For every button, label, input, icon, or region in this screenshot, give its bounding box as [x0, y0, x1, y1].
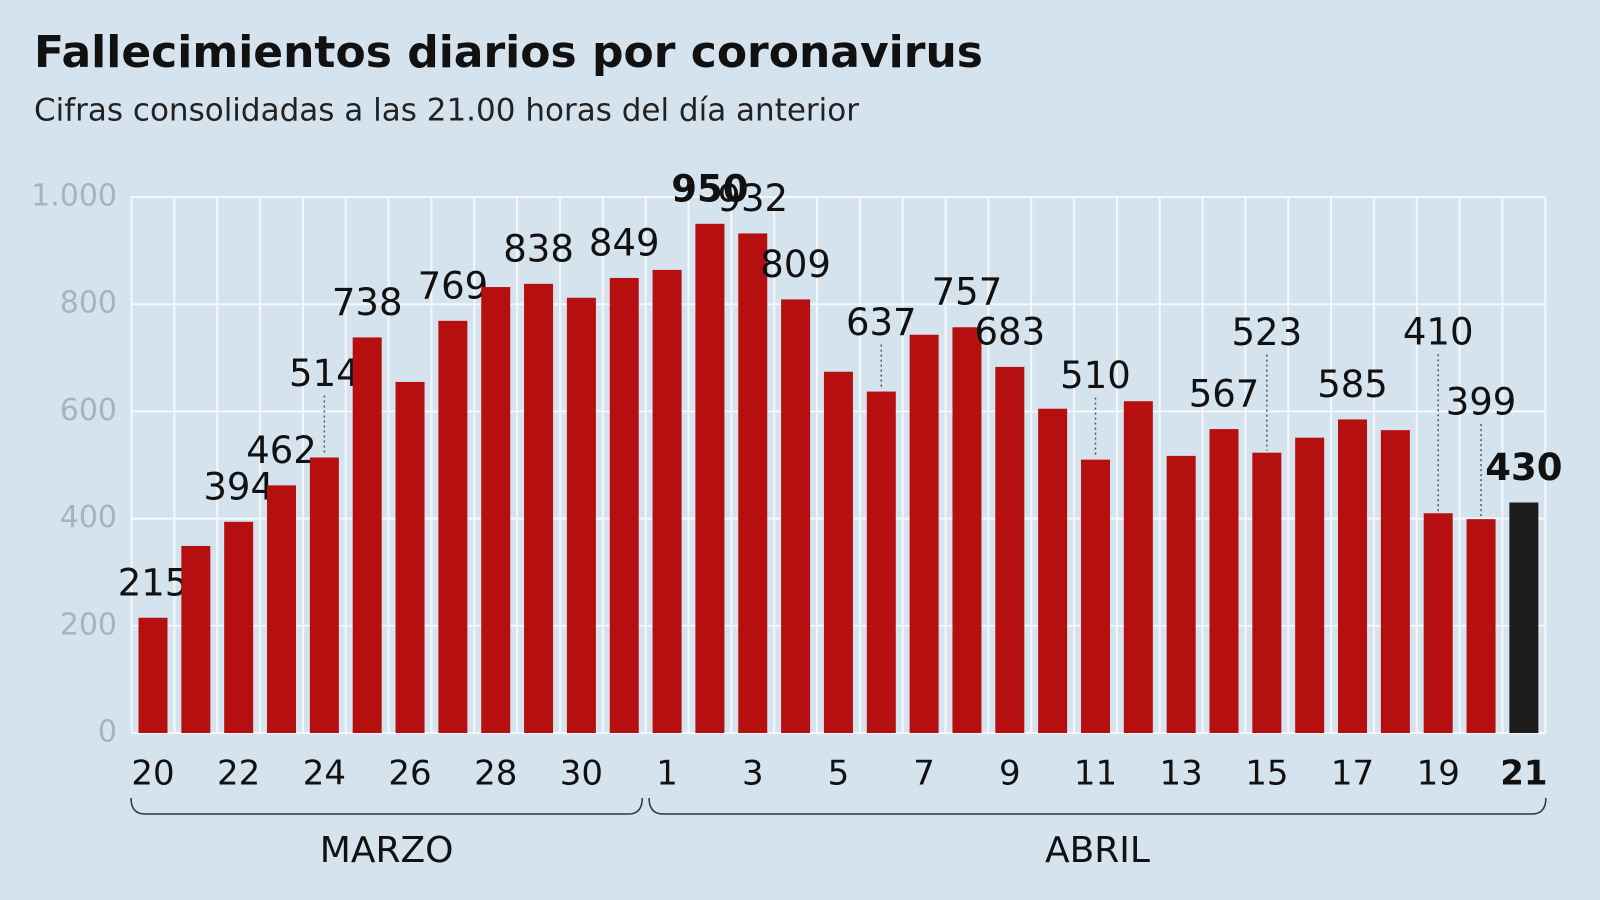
x-tick-label: 24 [303, 754, 346, 794]
bar [1423, 513, 1453, 733]
bar [524, 283, 554, 733]
bar [652, 269, 682, 733]
x-tick-label: 21 [1500, 754, 1547, 794]
data-label: 399 [1446, 381, 1517, 424]
x-tick-label: 7 [913, 754, 935, 794]
x-tick-label: 9 [999, 754, 1021, 794]
data-label: 394 [203, 465, 274, 508]
bar [909, 334, 939, 733]
bar [181, 545, 211, 733]
x-tick-label: 17 [1331, 754, 1374, 794]
data-label: 849 [589, 221, 660, 264]
group-bracket [648, 797, 1547, 815]
data-label: 523 [1232, 311, 1303, 354]
y-tick-label: 1.000 [31, 179, 117, 214]
y-tick-label: 800 [60, 286, 117, 321]
x-tick-label: 13 [1160, 754, 1203, 794]
data-label: 637 [846, 301, 917, 344]
y-tick-label: 0 [98, 715, 117, 750]
bar [438, 320, 468, 733]
data-label: 738 [332, 281, 403, 324]
data-label: 215 [118, 561, 189, 604]
data-label: 757 [932, 271, 1003, 314]
bar [267, 485, 297, 733]
bar [738, 233, 768, 733]
data-label: 769 [418, 264, 489, 307]
data-label: 683 [974, 310, 1045, 353]
x-tick-label: 28 [474, 754, 517, 794]
data-label: 950 [671, 167, 748, 210]
data-label: 514 [289, 352, 360, 395]
y-tick-label: 600 [60, 393, 117, 428]
bar [695, 223, 725, 734]
bar [952, 327, 982, 733]
bar [395, 381, 425, 733]
x-tick-label: 5 [828, 754, 850, 794]
x-tick-label: 19 [1417, 754, 1460, 794]
bar [224, 521, 254, 733]
bar [1252, 452, 1282, 733]
group-label: ABRIL [1045, 830, 1150, 871]
chart-title: Fallecimientos diarios por coronavirus [34, 27, 983, 78]
bar [1080, 459, 1110, 733]
data-label: 838 [503, 227, 574, 270]
data-label: 430 [1485, 446, 1562, 489]
chart-subtitle: Cifras consolidadas a las 21.00 horas de… [34, 93, 859, 129]
bar [1123, 401, 1153, 733]
bar [1466, 519, 1496, 733]
y-tick-label: 200 [60, 607, 117, 642]
bar [481, 287, 511, 733]
bar [309, 457, 339, 733]
bar [1295, 437, 1325, 733]
bar [1380, 430, 1410, 733]
data-label: 932 [717, 177, 788, 220]
bar [1166, 455, 1196, 733]
bar [1338, 419, 1368, 733]
x-tick-label: 11 [1074, 754, 1117, 794]
bar [1509, 502, 1539, 733]
data-label: 809 [760, 243, 831, 286]
x-tick-label: 22 [217, 754, 260, 794]
x-tick-label: 15 [1245, 754, 1288, 794]
bar [138, 617, 168, 733]
bar [1209, 429, 1239, 733]
x-tick-label: 30 [560, 754, 603, 794]
group-label: MARZO [320, 830, 454, 871]
bar [823, 371, 853, 733]
y-tick-label: 400 [60, 500, 117, 535]
x-tick-label: 3 [742, 754, 764, 794]
data-label: 567 [1189, 373, 1260, 416]
data-label: 410 [1403, 311, 1474, 354]
x-tick-label: 1 [656, 754, 678, 794]
bar [866, 391, 896, 733]
data-label: 510 [1060, 354, 1131, 397]
bar [1038, 408, 1068, 733]
data-label: 585 [1317, 363, 1388, 406]
bar [609, 277, 639, 733]
bar [566, 297, 596, 733]
x-tick-label: 26 [388, 754, 431, 794]
data-label: 462 [246, 429, 317, 472]
bar [995, 366, 1025, 733]
bar [781, 299, 811, 733]
group-bracket [130, 797, 643, 815]
bar [352, 337, 382, 733]
x-tick-label: 20 [131, 754, 174, 794]
